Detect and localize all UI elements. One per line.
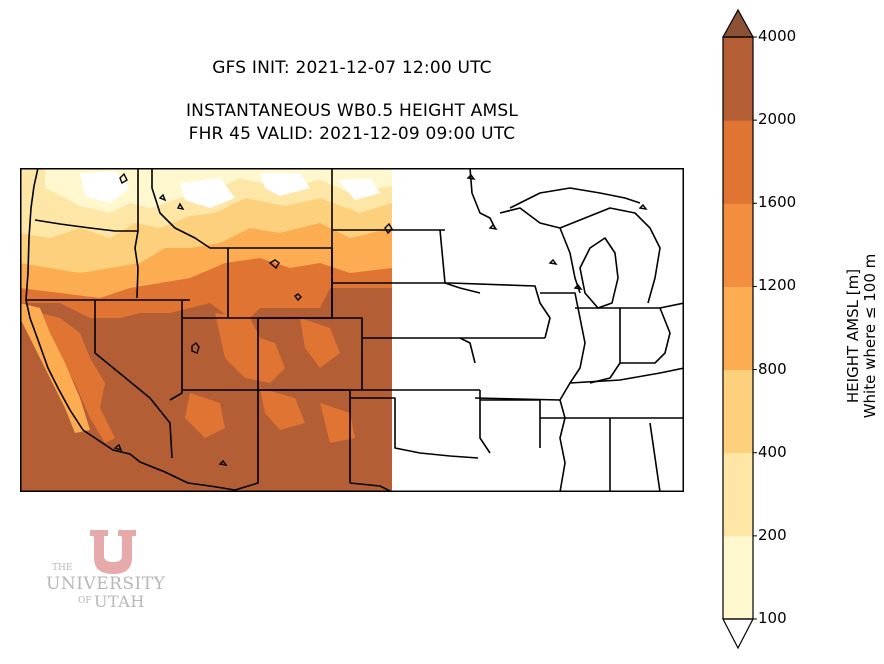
colorbar-tick-label: 100	[758, 609, 787, 627]
logo-text-university: UNIVERSITY	[46, 574, 166, 594]
colorbar-frame	[722, 36, 754, 620]
colorbar-segment	[723, 369, 753, 454]
colorbar-tick-label: 400	[758, 442, 787, 461]
lakes	[113, 172, 648, 466]
colorbar-title-line1: HEIGHT AMSL [m]	[844, 268, 862, 404]
valid-time-title: FHR 45 VALID: 2021-12-09 09:00 UTC	[188, 124, 516, 144]
colorbar-segment	[723, 120, 753, 204]
colorbar-tick-label: 1600	[758, 193, 797, 212]
colorbar-bottom-extension	[722, 618, 754, 650]
map-border	[20, 168, 684, 492]
map-panel	[20, 168, 684, 492]
colorbar-tick-label: 2000	[758, 110, 797, 129]
product-title: INSTANTANEOUS WB0.5 HEIGHT AMSL	[185, 101, 519, 121]
colorbar-title-line2: White where ≤ 100 m	[861, 253, 879, 419]
colorbar-tick-label: 4000	[758, 27, 797, 45]
colorbar-tick-label: 800	[758, 359, 787, 378]
logo-text-the: THE	[52, 563, 73, 573]
colorbar-tick-marks	[753, 36, 757, 620]
colorbar-segments	[723, 37, 753, 620]
university-of-utah-logo: THE UNIVERSITY OF UTAH	[40, 528, 165, 620]
colorbar-top-extension	[721, 8, 755, 38]
height-contour-field	[20, 168, 392, 492]
colorbar-segment	[723, 203, 753, 287]
colorbar-tick-label: 1200	[758, 276, 797, 295]
logo-text-utah: UTAH	[94, 592, 145, 611]
colorbar-segment	[723, 535, 753, 620]
colorbar-segment	[723, 286, 753, 371]
logo-text-of: OF	[78, 596, 92, 606]
block-u-icon	[90, 530, 136, 574]
colorbar	[721, 8, 757, 650]
colorbar-segment	[723, 37, 753, 121]
colorbar-tick-label: 200	[758, 525, 787, 544]
state-boundaries	[25, 168, 684, 492]
colorbar-segment	[723, 452, 753, 537]
init-time-title: GFS INIT: 2021-12-07 12:00 UTC	[212, 58, 492, 78]
